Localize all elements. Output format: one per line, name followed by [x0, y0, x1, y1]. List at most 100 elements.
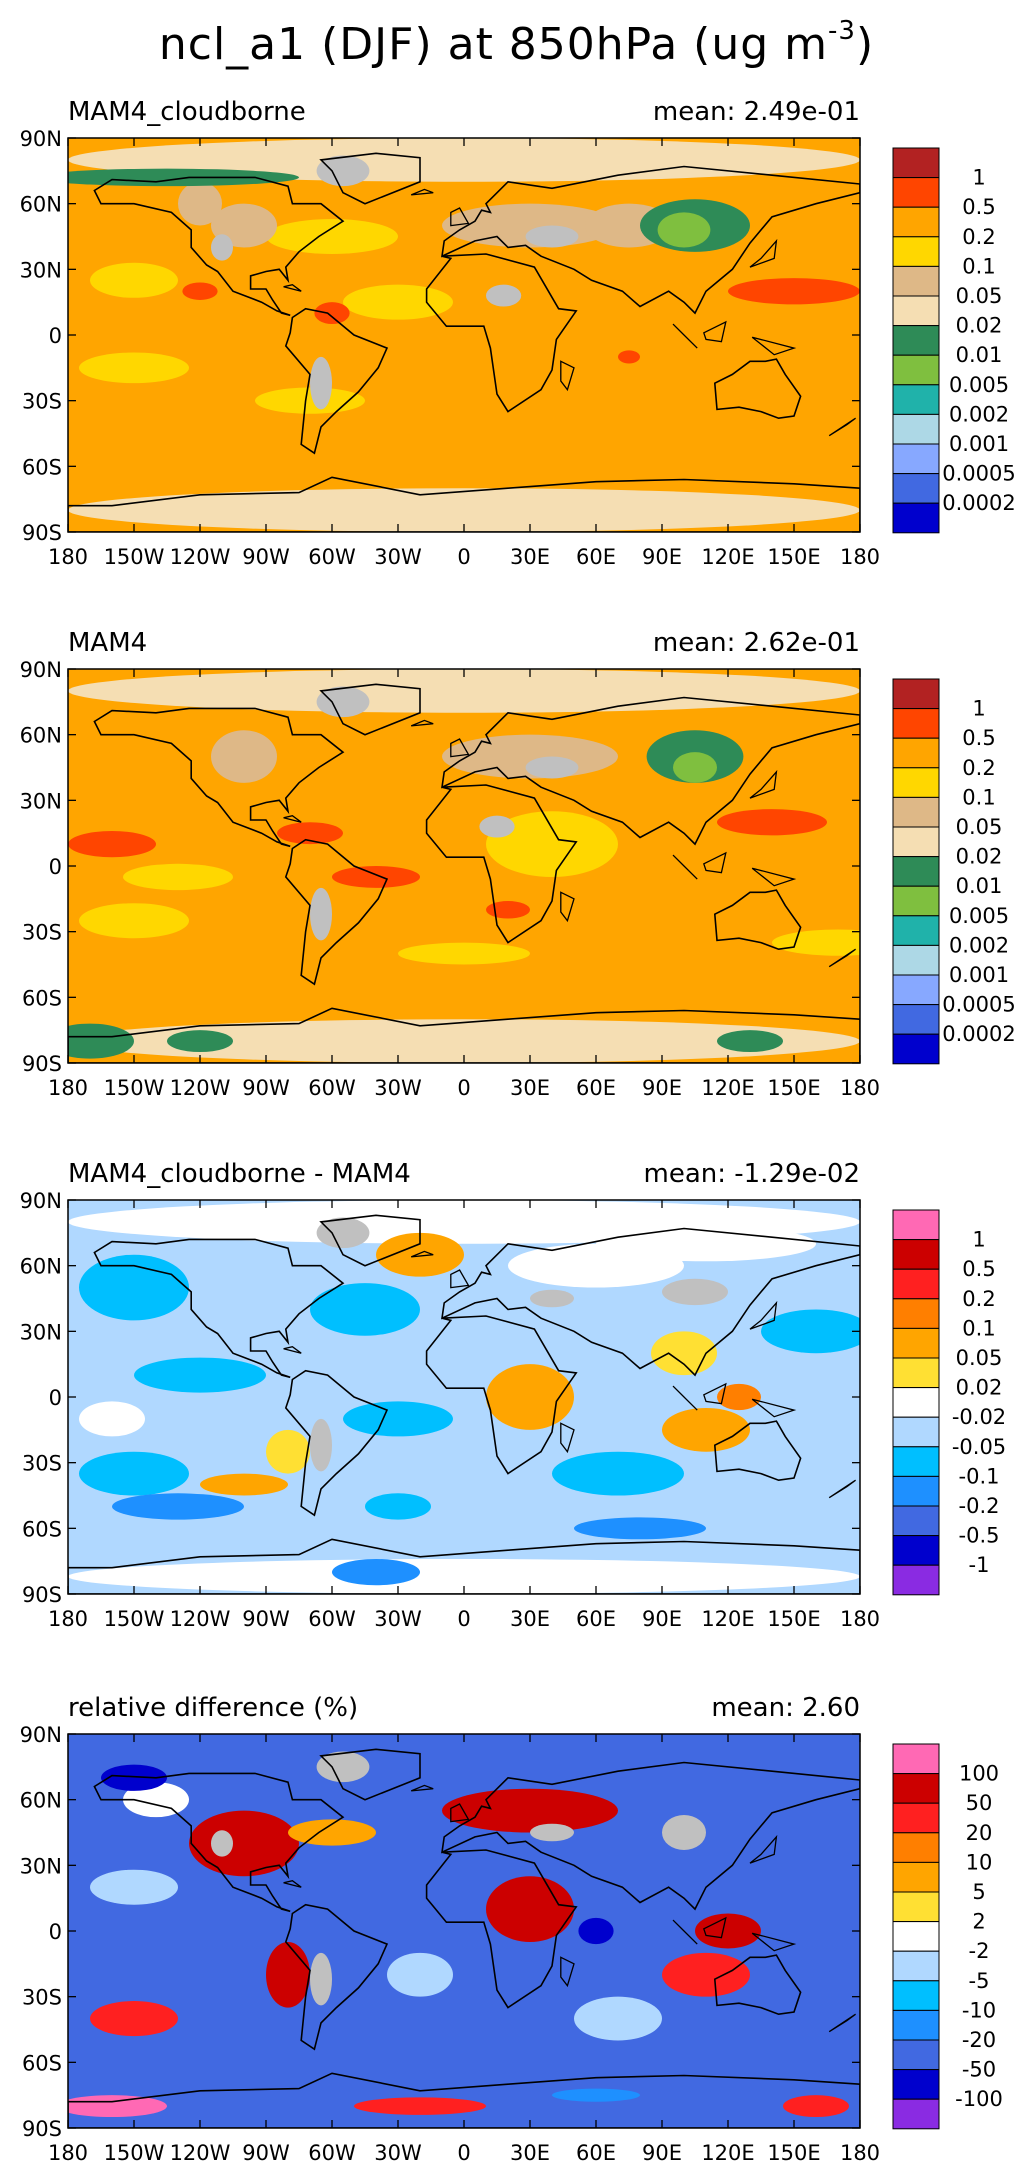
colorbar-label: 20: [966, 1821, 993, 1845]
field-region: [486, 1364, 574, 1430]
coastline: [410, 1784, 434, 1792]
colorbar-swatch: [892, 413, 940, 445]
field-region: [657, 212, 711, 248]
field-region: [442, 1788, 618, 1833]
coastline: [450, 1269, 470, 1289]
field-region: [310, 887, 332, 941]
coastline: [283, 814, 302, 823]
colorbar-label: 0.05: [956, 284, 1003, 308]
coastline: [319, 1748, 421, 1801]
field-region: [310, 1952, 332, 2006]
x-tick-label: 150E: [767, 1076, 820, 1100]
coastline: [713, 358, 802, 420]
colorbar-swatch: [892, 1802, 940, 1834]
colorbar-swatch: [892, 856, 940, 887]
field-region: [266, 218, 398, 255]
y-tick-label: 30S: [22, 1986, 62, 2010]
x-tick-label: 60E: [576, 2141, 616, 2165]
colorbar-label: -0.05: [952, 1435, 1006, 1459]
colorbar-swatch: [892, 826, 940, 858]
field-region: [90, 262, 178, 298]
colorbar-swatch: [892, 1535, 940, 1566]
panel-title-left: MAM4: [68, 628, 147, 658]
field-region: [574, 1517, 706, 1540]
field-region: [316, 1217, 370, 1249]
field-region: [79, 1254, 189, 1321]
coastline: [672, 323, 698, 349]
x-tick-label: 150W: [104, 1076, 165, 1100]
x-tick-label: 150W: [104, 2141, 165, 2165]
x-tick-label: 30E: [510, 1607, 550, 1631]
y-tick-label: 90S: [22, 2117, 62, 2141]
field-region: [673, 752, 717, 783]
coastline: [440, 165, 860, 315]
coastline: [703, 851, 727, 874]
y-tick-label: 30N: [20, 1854, 62, 1878]
colorbar-swatch: [892, 384, 940, 415]
colorbar-label: 5: [972, 1880, 985, 1904]
field-region: [90, 2001, 178, 2037]
colorbar-swatch: [892, 1950, 940, 1982]
colorbar-label: 10: [966, 1850, 993, 1874]
field-region: [79, 903, 189, 939]
y-tick-label: 90S: [22, 521, 62, 545]
field-region: [310, 356, 332, 410]
x-tick-label: 30W: [374, 545, 422, 569]
field-region: [530, 1289, 574, 1308]
coastline: [93, 707, 345, 848]
field-region: [761, 1309, 860, 1354]
coastline: [450, 1803, 470, 1823]
coastline: [749, 769, 778, 799]
y-tick-label: 90N: [20, 1189, 62, 1213]
field-region: [211, 730, 277, 783]
colorbar-label: -20: [962, 2028, 996, 2052]
x-tick-label: 60W: [308, 1607, 356, 1631]
colorbar-swatch: [892, 1773, 940, 1804]
x-tick-label: 90E: [642, 1607, 682, 1631]
coastline: [828, 417, 856, 437]
field-region: [68, 1019, 860, 1063]
y-tick-label: 60S: [22, 2051, 62, 2075]
coastline: [751, 1932, 797, 1952]
field-region: [68, 830, 156, 858]
coastline: [425, 784, 578, 944]
colorbar-swatch: [892, 1891, 940, 1923]
field-region: [266, 1429, 310, 1474]
colorbar-label: 0.2: [962, 1287, 995, 1311]
coastline: [450, 738, 470, 758]
y-tick-label: 0: [49, 1920, 62, 1944]
x-tick-label: 90E: [642, 2141, 682, 2165]
colorbar-label: 0.002: [949, 402, 1009, 426]
field-region: [310, 1283, 420, 1336]
field-region: [68, 1023, 134, 1059]
colorbar-swatch: [892, 177, 940, 208]
colorbar-swatch: [892, 236, 940, 267]
colorbar-label: -0.5: [959, 1524, 1000, 1548]
colorbar-swatch: [892, 1446, 940, 1477]
x-tick-label: 30E: [510, 2141, 550, 2165]
x-tick-label: 150E: [767, 2141, 820, 2165]
colorbar-label: 0.0005: [942, 993, 1015, 1017]
x-tick-label: 150E: [767, 1607, 820, 1631]
colorbar-label: 0.1: [962, 254, 995, 278]
colorbar-swatch: [892, 1861, 940, 1893]
field-region: [525, 756, 579, 779]
coastline: [93, 176, 345, 317]
colorbar-swatch: [892, 1239, 940, 1270]
colorbar-swatch: [892, 2098, 940, 2130]
map-field: [68, 1734, 860, 2128]
colorbar-swatch: [892, 767, 940, 798]
field-region: [508, 1243, 684, 1288]
colorbar-label: -2: [969, 1939, 990, 1963]
field-region: [68, 488, 860, 532]
colorbar-label: 2: [972, 1910, 985, 1934]
field-region: [578, 1917, 614, 1945]
coastline: [560, 1956, 575, 1988]
field-region: [486, 1876, 574, 1942]
x-tick-label: 180: [840, 2141, 880, 2165]
colorbar-swatch: [892, 354, 940, 386]
coastline: [751, 1398, 797, 1418]
y-tick-label: 0: [49, 855, 62, 879]
field-region: [387, 1952, 453, 1997]
colorbar-label: -100: [955, 2087, 1003, 2111]
